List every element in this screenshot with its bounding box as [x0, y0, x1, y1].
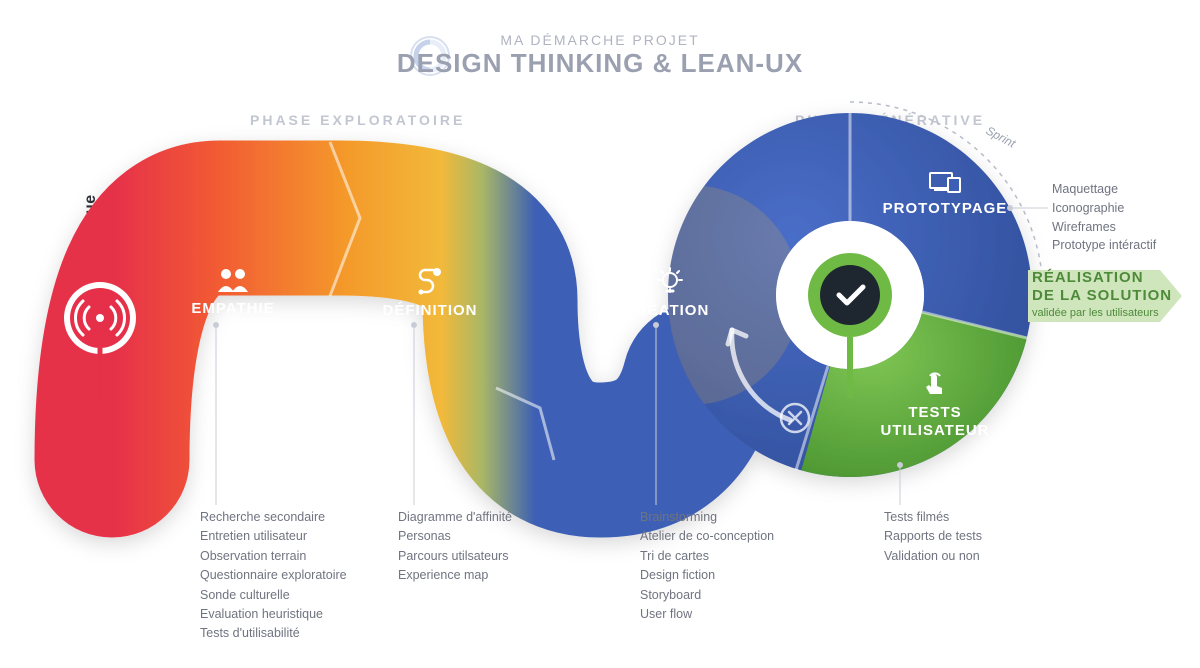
bullets-prototypage: Maquettage Iconographie Wireframes Proto…: [1052, 180, 1156, 255]
stage-prototypage-label: PROTOTYPAGE: [883, 200, 1008, 217]
process-diagram: [0, 0, 1200, 668]
stage-ideation: IDÉATION: [615, 266, 725, 319]
people-icon: [216, 266, 250, 294]
bullets-tests: Tests filmés Rapports de tests Validatio…: [884, 508, 982, 566]
stage-definition-label: DÉFINITION: [383, 302, 478, 319]
route-pin-icon: [415, 266, 445, 296]
stage-tests-label: TESTSUTILISATEUR: [880, 404, 989, 439]
stage-ideation-label: IDÉATION: [631, 302, 710, 319]
realisation-block: RÉALISATION DE LA SOLUTION validée par l…: [1032, 269, 1182, 319]
stage-tests: TESTSUTILISATEUR: [870, 370, 1000, 440]
bullets-ideation: Brainstorming Atelier de co-conception T…: [640, 508, 774, 624]
devices-icon: [928, 170, 962, 194]
stage-empathie: EMPATHIE: [178, 266, 288, 317]
bullets-definition: Diagramme d'affinité Personas Parcours u…: [398, 508, 512, 586]
stage-prototypage: PROTOTYPAGE: [870, 170, 1020, 217]
lightbulb-icon: [655, 266, 685, 296]
realisation-line2: DE LA SOLUTION: [1032, 287, 1182, 305]
realisation-sub: validée par les utilisateurs: [1032, 307, 1182, 319]
stage-definition: DÉFINITION: [370, 266, 490, 319]
bullets-empathie: Recherche secondaire Entretien utilisate…: [200, 508, 347, 644]
touch-icon: [922, 370, 948, 398]
stage-empathie-label: EMPATHIE: [191, 300, 274, 317]
realisation-line1: RÉALISATION: [1032, 269, 1182, 287]
